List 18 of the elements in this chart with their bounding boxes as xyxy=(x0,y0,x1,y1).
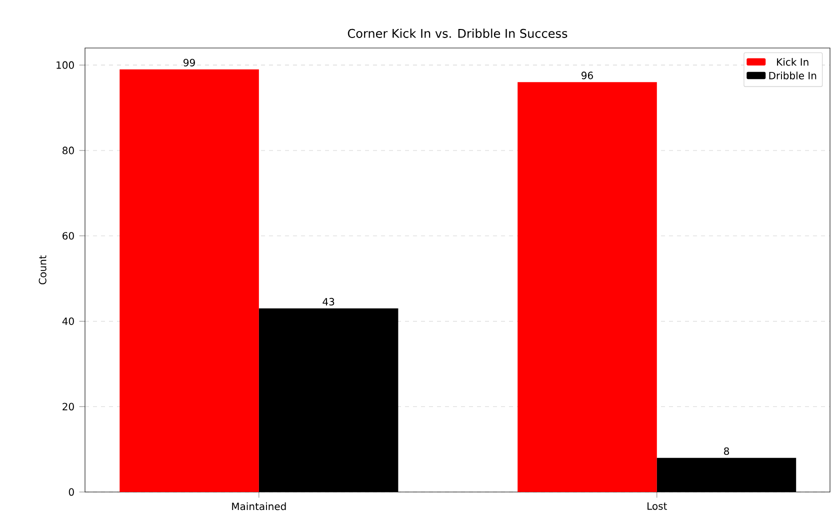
bar xyxy=(120,69,259,492)
y-tick-label: 0 xyxy=(68,488,74,496)
legend-label: Kick In xyxy=(777,58,808,66)
data-label: 96 xyxy=(582,72,593,80)
chart-title: Corner Kick In vs. Dribble In Success xyxy=(348,28,568,38)
legend-label: Dribble In xyxy=(769,72,816,80)
data-label: 43 xyxy=(322,298,334,306)
y-tick-label: 80 xyxy=(62,146,74,154)
y-tick-label: 40 xyxy=(62,317,74,326)
x-tick-label: Lost xyxy=(648,502,667,510)
x-tick-label: Maintained xyxy=(232,502,286,510)
data-label: 8 xyxy=(724,447,730,455)
y-tick-label: 100 xyxy=(56,61,74,69)
y-tick-label: 60 xyxy=(62,232,74,240)
y-tick-label: 20 xyxy=(62,402,74,410)
bar xyxy=(518,82,657,492)
data-label: 99 xyxy=(184,58,195,66)
y-axis-title: Count xyxy=(38,255,46,284)
